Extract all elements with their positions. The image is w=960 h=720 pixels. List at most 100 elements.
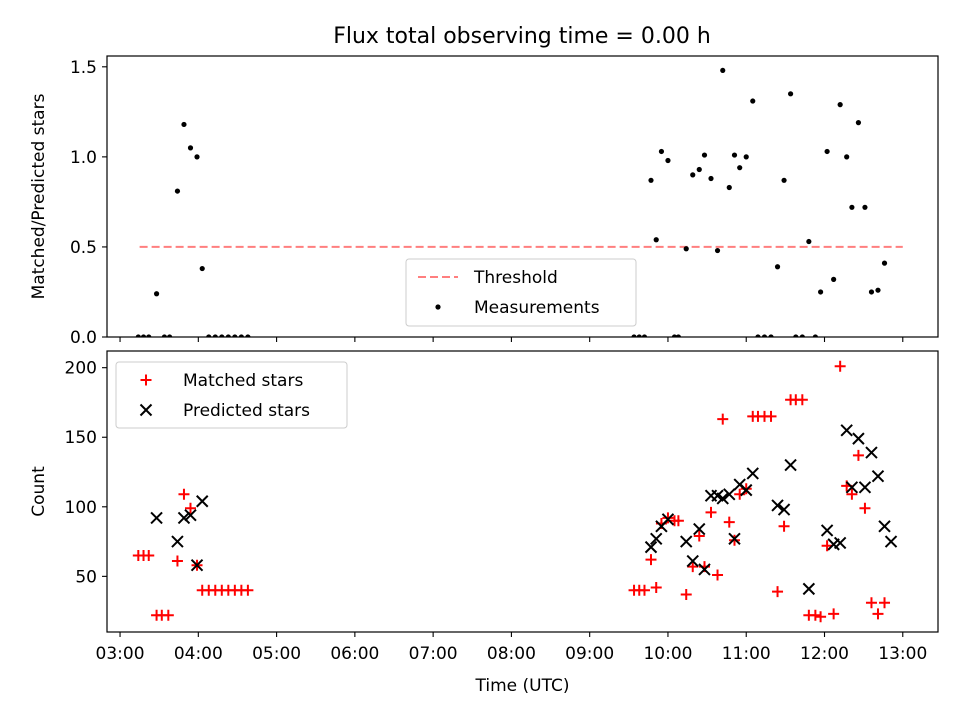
top-ylabel: Matched/Predicted stars	[29, 93, 49, 299]
predicted-star-point	[802, 582, 816, 596]
bottom-xtick-label: 04:00	[174, 644, 223, 664]
measurement-point	[787, 91, 794, 97]
measurement-point	[737, 165, 743, 171]
measurement-point	[161, 334, 167, 337]
top-marks	[135, 67, 903, 337]
measurement-point	[690, 172, 696, 178]
matched-star-point	[650, 581, 662, 593]
bottom-axes-frame	[106, 350, 939, 633]
matched-star-point	[846, 488, 858, 500]
predicted-star-point	[845, 481, 859, 494]
measurement-point	[665, 157, 671, 164]
bottom-ylabel: Count	[29, 466, 49, 517]
chart-title: Flux total observing time = 0.00 h	[333, 24, 711, 49]
top-axes-frame	[106, 55, 939, 338]
matched-star-point	[712, 569, 724, 581]
legend-measurements-label: Measurements	[474, 298, 600, 318]
legend-matched-label: Matched stars	[183, 371, 303, 391]
measurement-point	[238, 334, 244, 337]
measurement-point	[146, 334, 152, 337]
bottom-ytick-label: 200	[65, 359, 97, 379]
measurement-point	[881, 260, 888, 266]
measurement-point	[641, 334, 648, 337]
matched-star-point	[872, 608, 884, 620]
predicted-star-point	[723, 488, 736, 501]
predicted-star-point	[184, 508, 197, 522]
measurement-point	[862, 204, 868, 210]
measurement-point	[831, 276, 837, 282]
matched-star-point	[834, 360, 846, 372]
predicted-star-point	[746, 467, 759, 480]
legend-predicted-swatch	[139, 403, 153, 417]
matched-star-point	[693, 530, 705, 542]
measurement-point	[181, 121, 187, 128]
measurement-point	[219, 334, 225, 337]
measurement-point	[793, 334, 799, 337]
matched-star-point	[645, 554, 657, 566]
measurement-point	[875, 287, 881, 293]
matched-star-point	[859, 502, 871, 514]
matched-star-point	[184, 502, 196, 514]
bottom-panel: 50 100 150 200 03:00 04:00 05:00 06:00 07:00 08:0…	[29, 350, 939, 696]
measurement-point	[849, 204, 855, 210]
measurement-point	[743, 154, 749, 160]
bottom-xtick-label: 07:00	[409, 644, 458, 664]
matched-star-point	[687, 561, 699, 573]
matched-star-point	[242, 584, 254, 596]
measurement-point	[806, 238, 812, 245]
matched-star-point	[821, 540, 833, 552]
predicted-star-point	[177, 511, 191, 525]
predicted-star-point	[150, 511, 163, 525]
measurement-point	[868, 289, 875, 295]
predicted-star-point	[196, 495, 209, 508]
measurement-point	[837, 102, 843, 108]
matched-star-point	[852, 449, 864, 461]
measurement-point	[636, 334, 642, 337]
bottom-xtick-label: 12:00	[800, 644, 849, 664]
measurement-point	[761, 334, 768, 337]
predicted-star-point	[878, 520, 891, 533]
matched-star-point	[638, 584, 650, 596]
matched-star-point	[809, 609, 821, 621]
predicted-star-point	[771, 499, 784, 512]
measurement-point	[812, 334, 818, 337]
top-panel: 0.0 0.5 1.0 1.5 Matched/Predicted stars Thres…	[29, 55, 939, 348]
matched-star-point	[680, 588, 692, 600]
top-ytick-label: 0.5	[70, 238, 97, 258]
measurement-point	[206, 334, 212, 337]
measurement-point	[855, 120, 862, 126]
measurement-point	[135, 334, 141, 337]
measurement-point	[696, 166, 702, 173]
legend-threshold-label: Threshold	[473, 268, 558, 288]
measurement-point	[701, 152, 708, 158]
legend-measurements-swatch	[435, 304, 441, 310]
measurement-point	[799, 334, 805, 337]
matched-star-point	[178, 488, 190, 500]
predicted-star-point	[686, 554, 699, 568]
measurement-point	[817, 289, 824, 295]
measurement-point	[167, 334, 173, 337]
matched-star-point	[772, 586, 784, 598]
matched-star-point	[705, 506, 717, 518]
predicted-star-point	[698, 563, 711, 576]
predicted-star-point	[871, 469, 885, 483]
matched-star-point	[879, 597, 891, 609]
matched-star-point	[717, 413, 729, 425]
measurement-point	[199, 265, 205, 272]
measurement-point	[187, 145, 194, 151]
measurement-point	[774, 264, 781, 270]
predicted-star-point	[716, 492, 729, 505]
bottom-xtick-label: 10:00	[643, 644, 692, 664]
measurement-point	[726, 184, 732, 191]
legend-predicted-label: Predicted stars	[183, 401, 310, 421]
predicted-star-point	[644, 540, 658, 554]
measurement-point	[714, 247, 721, 254]
top-ytick-label: 1.0	[70, 148, 97, 168]
top-legend-box	[405, 258, 637, 327]
predicted-star-point	[661, 513, 675, 526]
matched-star-point	[815, 611, 827, 623]
bottom-xtick-label: 11:00	[722, 644, 771, 664]
predicted-star-point	[190, 559, 204, 572]
bottom-xtick-label: 06:00	[330, 644, 379, 664]
